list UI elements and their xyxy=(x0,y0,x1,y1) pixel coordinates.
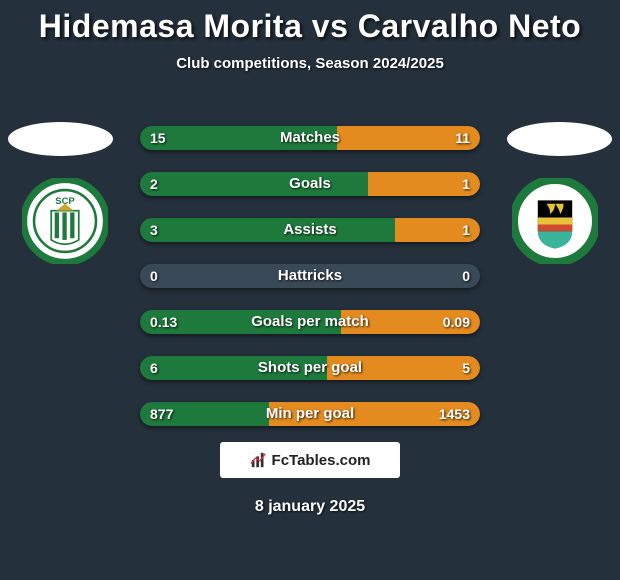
rio-ave-crest-icon xyxy=(512,178,598,264)
fctables-badge: FcTables.com xyxy=(220,442,400,478)
stat-label: Hattricks xyxy=(140,264,480,288)
stat-label: Matches xyxy=(140,126,480,150)
player-right-ellipse xyxy=(507,122,612,156)
stat-label: Min per goal xyxy=(140,402,480,426)
footer-brand-text: FcTables.com xyxy=(272,452,371,469)
sporting-crest-icon: SCP xyxy=(22,178,108,264)
chart-icon xyxy=(250,451,268,469)
stat-row: 21Goals xyxy=(140,172,480,196)
stat-row: 0.130.09Goals per match xyxy=(140,310,480,334)
stat-label: Assists xyxy=(140,218,480,242)
player-left-ellipse xyxy=(8,122,113,156)
stat-label: Goals per match xyxy=(140,310,480,334)
stat-label: Shots per goal xyxy=(140,356,480,380)
stat-row: 8771453Min per goal xyxy=(140,402,480,426)
comparison-subtitle: Club competitions, Season 2024/2025 xyxy=(0,55,620,72)
stat-row: 1511Matches xyxy=(140,126,480,150)
stat-row: 65Shots per goal xyxy=(140,356,480,380)
stat-label: Goals xyxy=(140,172,480,196)
club-crest-right xyxy=(512,178,598,264)
snapshot-date: 8 january 2025 xyxy=(0,498,620,516)
stat-row: 31Assists xyxy=(140,218,480,242)
comparison-title: Hidemasa Morita vs Carvalho Neto xyxy=(0,0,620,45)
stat-row: 00Hattricks xyxy=(140,264,480,288)
club-crest-left: SCP xyxy=(22,178,108,264)
stat-bars: 1511Matches 21Goals 31Assists 00Hattricks 0.… xyxy=(140,126,480,448)
